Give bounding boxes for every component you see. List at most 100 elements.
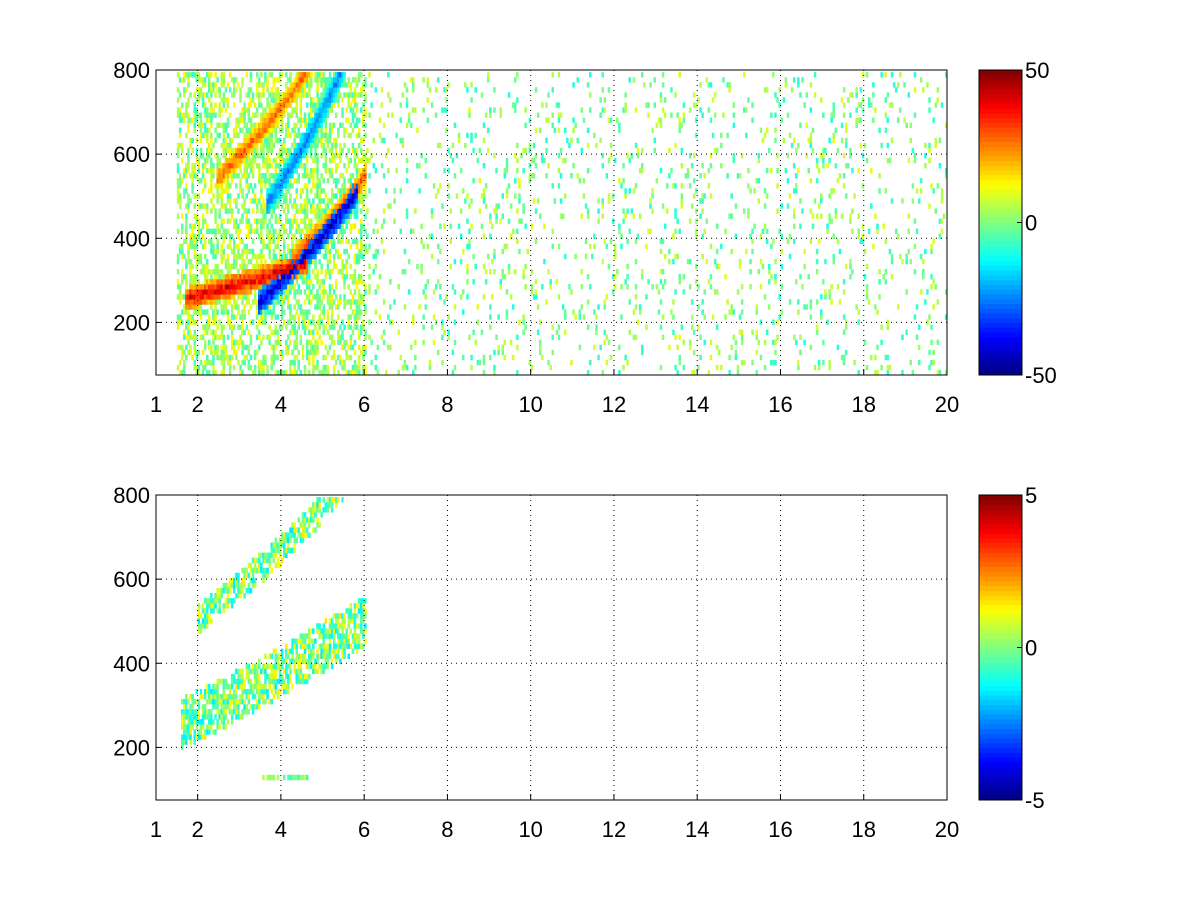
- heatmap-cell: [815, 213, 819, 219]
- heatmap-cell: [235, 243, 238, 250]
- heatmap-cell: [218, 603, 221, 609]
- heatmap-cell: [305, 117, 309, 123]
- heatmap-cell: [224, 233, 228, 239]
- heatmap-cell: [264, 359, 267, 366]
- heatmap-cell: [264, 163, 267, 169]
- heatmap-cell: [216, 593, 219, 599]
- heatmap-cell: [353, 223, 357, 229]
- heatmap-cell: [239, 339, 242, 346]
- heatmap-cell: [206, 147, 209, 154]
- heatmap-cell: [330, 203, 334, 209]
- heatmap-cell: [668, 344, 671, 351]
- heatmap-cell: [797, 142, 800, 149]
- heatmap-cell: [199, 127, 203, 133]
- heatmap-cell: [305, 269, 309, 275]
- heatmap-cell: [241, 203, 244, 209]
- heatmap-cell: [185, 739, 188, 745]
- heatmap-cell: [497, 344, 500, 351]
- heatmap-cell: [228, 152, 232, 159]
- heatmap-cell: [247, 228, 251, 234]
- heatmap-cell: [718, 263, 721, 270]
- heatmap-cell: [224, 142, 228, 149]
- heatmap-cell: [195, 279, 199, 285]
- heatmap-cell: [820, 193, 823, 199]
- heatmap-cell: [349, 299, 353, 305]
- heatmap-cell: [310, 258, 313, 265]
- heatmap-cell: [736, 289, 740, 295]
- heatmap-cell: [293, 263, 296, 270]
- heatmap-cell: [287, 102, 290, 108]
- heatmap-cell: [239, 274, 242, 280]
- heatmap-cell: [832, 258, 835, 265]
- heatmap-cell: [220, 289, 223, 295]
- heatmap-cell: [214, 279, 217, 285]
- heatmap-cell: [339, 359, 342, 366]
- heatmap-cell: [907, 228, 910, 234]
- heatmap-cell: [524, 122, 527, 128]
- heatmap-cell: [838, 248, 842, 255]
- heatmap-cell: [861, 233, 865, 239]
- heatmap-cell: [235, 198, 238, 204]
- heatmap-cell: [310, 97, 313, 103]
- heatmap-cell: [262, 213, 265, 219]
- heatmap-cell: [187, 152, 190, 159]
- heatmap-cell: [206, 709, 209, 715]
- heatmap-cell: [851, 208, 854, 214]
- x-axis: 1 2 4 6 8 10 12 14 16 18 20: [150, 369, 959, 417]
- heatmap-cell: [206, 274, 209, 280]
- colorbar-swatch: [979, 227, 1022, 233]
- heatmap-cell: [258, 218, 261, 224]
- heatmap-cell: [289, 198, 292, 204]
- heatmap-cell: [345, 127, 348, 133]
- heatmap-cell: [276, 263, 280, 270]
- heatmap-cell: [613, 274, 617, 280]
- heatmap-cell: [849, 274, 852, 280]
- heatmap-cell: [206, 137, 209, 144]
- heatmap-cell: [820, 294, 823, 300]
- heatmap-cell: [283, 157, 286, 164]
- heatmap-cell: [749, 284, 752, 290]
- heatmap-cell: [926, 289, 929, 295]
- heatmap-cell: [855, 117, 858, 123]
- heatmap-cell: [287, 218, 290, 224]
- heatmap-cell: [661, 203, 665, 209]
- heatmap-cell: [235, 122, 238, 128]
- heatmap-cell: [249, 102, 253, 108]
- heatmap-cell: [597, 198, 600, 204]
- heatmap-cell: [270, 263, 273, 270]
- heatmap-cell: [355, 132, 359, 139]
- heatmap-cell: [245, 127, 248, 133]
- heatmap-cell: [759, 233, 763, 239]
- heatmap-cell: [314, 112, 317, 118]
- heatmap-cell: [268, 193, 271, 199]
- heatmap-cell: [491, 258, 494, 265]
- heatmap-cell: [189, 294, 192, 300]
- heatmap-cell: [208, 613, 211, 619]
- heatmap-cell: [251, 127, 255, 133]
- heatmap-cell: [218, 157, 221, 164]
- heatmap-cell: [185, 309, 188, 315]
- heatmap-cell: [303, 299, 307, 305]
- heatmap-cell: [274, 294, 278, 300]
- heatmap-cell: [308, 137, 311, 144]
- heatmap-cell: [201, 714, 205, 720]
- heatmap-cell: [328, 299, 332, 305]
- heatmap-cell: [470, 132, 473, 139]
- heatmap-cell: [901, 370, 904, 376]
- heatmap-cell: [347, 102, 350, 108]
- heatmap-cell: [289, 168, 292, 174]
- heatmap-cell: [591, 253, 594, 260]
- heatmap-cell: [258, 284, 261, 290]
- heatmap-cell: [239, 263, 242, 270]
- colorbar-swatch: [979, 174, 1022, 181]
- heatmap-cell: [699, 198, 702, 204]
- heatmap-cell: [295, 279, 298, 285]
- heatmap-cell: [210, 178, 213, 184]
- heatmap-cell: [195, 152, 199, 159]
- heatmap-cell: [339, 213, 342, 219]
- heatmap-cell: [326, 203, 330, 209]
- heatmap-cell: [357, 329, 361, 335]
- heatmap-cell: [387, 92, 390, 98]
- heatmap-cell: [859, 238, 863, 245]
- heatmap-cell: [287, 132, 290, 139]
